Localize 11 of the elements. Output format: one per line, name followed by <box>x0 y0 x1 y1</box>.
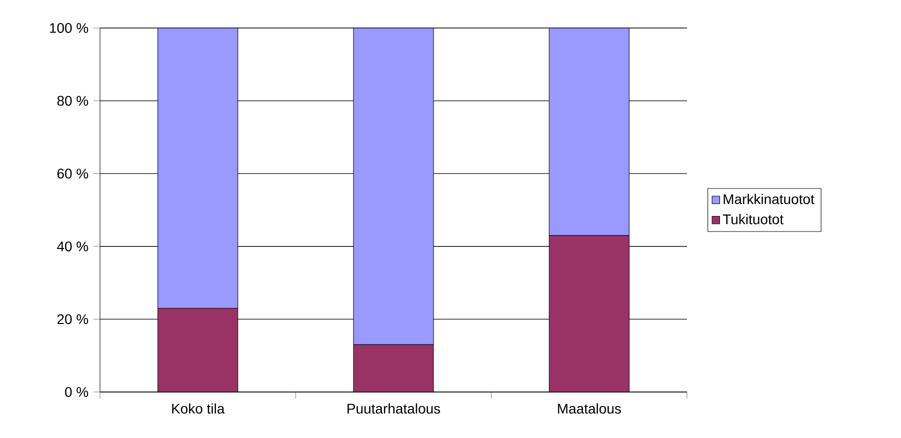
x-tick-label: Maatalous <box>558 403 621 414</box>
y-tick-label: 60 % <box>57 168 88 179</box>
x-tick-label: Koko tila <box>172 403 225 414</box>
legend-label: Markkinatuotot <box>724 194 814 204</box>
x-tick-label: Puutarhatalous <box>348 403 440 414</box>
y-tick-label: 80 % <box>57 96 88 106</box>
y-tick-label: 40 % <box>57 241 88 252</box>
legend-label: Tukituotot <box>722 214 784 224</box>
y-tick-label: 100 % <box>50 23 88 33</box>
y-tick-label: 20 % <box>57 314 88 324</box>
y-tick-label: 0 % <box>65 387 88 397</box>
